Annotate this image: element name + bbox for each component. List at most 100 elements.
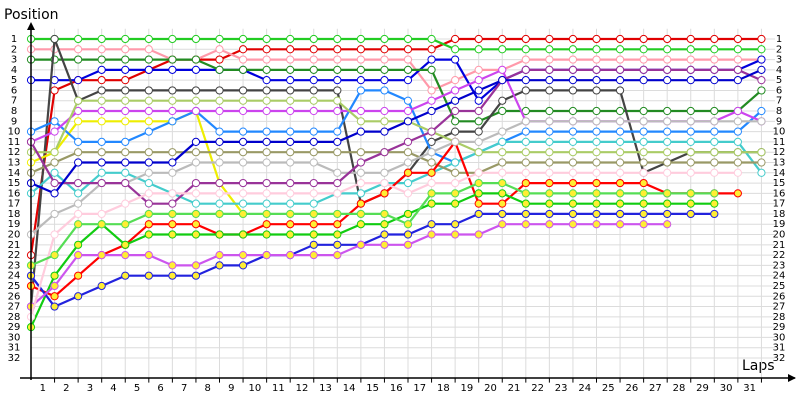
- lap-marker: [309, 55, 318, 64]
- lap-marker: [545, 65, 554, 74]
- lap-marker: [356, 86, 365, 95]
- lap-marker: [498, 158, 507, 167]
- lap-marker: [427, 34, 436, 44]
- y-tick-label-right: 22: [773, 250, 786, 261]
- lap-marker: [121, 199, 130, 208]
- lap-marker: [215, 189, 224, 198]
- lap-marker: [215, 106, 224, 116]
- lap-marker: [286, 178, 295, 188]
- lap-marker: [333, 76, 342, 85]
- lap-marker: [380, 189, 389, 198]
- lap-marker: [333, 34, 342, 44]
- lap-marker: [191, 86, 201, 95]
- lap-marker: [568, 106, 578, 116]
- y-tick-label-right: 28: [773, 312, 786, 323]
- lap-marker: [191, 148, 201, 157]
- lap-marker: [97, 96, 106, 105]
- x-tick-label: 9: [228, 383, 234, 394]
- y-tick-label-right: 27: [773, 302, 786, 313]
- lap-marker: [333, 55, 342, 64]
- lap-marker: [74, 251, 83, 260]
- lap-marker: [521, 45, 530, 54]
- lap-marker: [545, 148, 554, 157]
- lap-marker: [639, 199, 648, 208]
- lap-marker: [50, 302, 59, 311]
- lap-marker: [97, 158, 106, 167]
- lap-marker: [191, 158, 201, 167]
- lap-marker: [121, 45, 130, 54]
- lap-marker: [74, 76, 83, 85]
- lap-marker: [451, 158, 460, 167]
- lap-marker: [356, 178, 365, 188]
- lap-marker: [286, 209, 295, 219]
- lap-marker: [215, 45, 224, 54]
- lap-marker: [498, 168, 507, 177]
- lap-marker: [121, 117, 130, 126]
- lap-marker: [592, 106, 601, 116]
- lap-marker: [309, 86, 318, 95]
- lap-marker: [286, 106, 295, 116]
- series-line: [30, 109, 244, 215]
- lap-marker: [333, 230, 342, 239]
- lap-marker: [144, 251, 153, 260]
- lap-marker: [521, 199, 530, 208]
- y-tick-label: 4: [11, 65, 17, 76]
- lap-marker: [663, 199, 672, 208]
- lap-marker: [451, 96, 460, 105]
- x-tick-label: 10: [248, 383, 261, 394]
- lap-marker: [262, 45, 271, 54]
- lap-marker: [97, 86, 106, 95]
- lap-marker: [498, 96, 507, 105]
- lap-marker: [521, 168, 530, 177]
- lap-marker: [545, 117, 554, 126]
- y-tick-label-right: 8: [776, 106, 782, 117]
- lap-marker: [238, 199, 248, 208]
- lap-marker: [403, 34, 413, 44]
- series: [26, 117, 766, 239]
- lap-marker: [309, 148, 318, 157]
- lap-marker: [451, 76, 460, 85]
- lap-marker: [215, 230, 224, 239]
- lap-marker: [592, 34, 601, 44]
- lap-marker: [733, 34, 742, 44]
- lap-marker: [545, 86, 554, 95]
- y-tick-label-right: 26: [773, 291, 786, 302]
- lap-marker: [663, 106, 672, 116]
- lap-marker: [427, 230, 436, 239]
- lap-marker: [262, 106, 271, 116]
- lap-marker: [403, 209, 413, 219]
- lap-marker: [403, 96, 413, 105]
- y-tick-label: 27: [8, 302, 21, 313]
- lap-marker: [168, 106, 177, 116]
- lap-marker: [262, 137, 271, 147]
- lap-marker: [380, 76, 389, 85]
- lap-marker: [757, 86, 766, 95]
- lap-marker: [380, 45, 389, 54]
- lap-marker: [568, 45, 578, 54]
- lap-marker: [309, 251, 318, 260]
- lap-marker: [663, 65, 672, 74]
- lap-marker: [380, 148, 389, 157]
- lap-marker: [144, 117, 153, 126]
- lap-marker: [191, 137, 201, 147]
- series: [26, 65, 766, 198]
- lap-marker: [74, 220, 83, 229]
- lap-marker: [262, 96, 271, 105]
- lap-marker: [474, 189, 483, 198]
- lap-marker: [97, 106, 106, 116]
- lap-marker: [686, 117, 695, 126]
- lap-marker: [286, 220, 295, 229]
- lap-marker: [663, 209, 672, 219]
- y-tick-label-right: 24: [773, 271, 786, 282]
- lap-marker: [333, 168, 342, 177]
- lap-marker: [97, 34, 106, 44]
- lap-marker: [451, 45, 460, 54]
- lap-marker: [286, 251, 295, 260]
- lap-marker: [474, 168, 483, 177]
- lap-marker: [451, 137, 460, 147]
- lap-marker: [215, 261, 224, 270]
- lap-marker: [733, 55, 742, 64]
- lap-marker: [262, 34, 271, 44]
- y-tick-label-right: 32: [773, 353, 786, 364]
